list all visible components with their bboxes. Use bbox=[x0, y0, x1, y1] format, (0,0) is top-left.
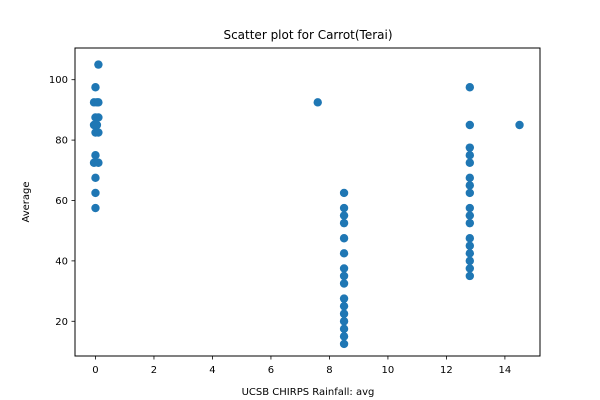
scatter-point bbox=[339, 324, 349, 334]
scatter-point bbox=[465, 158, 475, 167]
scatter-point bbox=[465, 264, 475, 273]
scatter-point bbox=[91, 188, 100, 198]
y-tick-label: 100 bbox=[49, 75, 68, 86]
scatter-point bbox=[339, 317, 349, 326]
scatter-point bbox=[515, 120, 524, 130]
scatter-point bbox=[92, 120, 102, 130]
scatter-point bbox=[339, 234, 349, 243]
scatter-point bbox=[465, 120, 475, 130]
x-tick-label: 6 bbox=[268, 365, 274, 376]
scatter-point bbox=[91, 173, 100, 183]
scatter-point bbox=[94, 158, 103, 167]
scatter-point bbox=[465, 256, 475, 266]
y-axis-label: Average bbox=[21, 181, 32, 222]
scatter-point bbox=[339, 339, 349, 349]
x-axis: 0 2 4 6 8 10 12 14 bbox=[92, 356, 511, 376]
scatter-point bbox=[91, 83, 100, 92]
scatter-point bbox=[313, 98, 322, 107]
scatter-point bbox=[339, 211, 349, 220]
scatter-point bbox=[465, 181, 475, 190]
scatter-point bbox=[339, 218, 349, 228]
scatter-point bbox=[465, 151, 475, 160]
scatter-point bbox=[465, 218, 475, 228]
scatter-point bbox=[339, 279, 349, 288]
x-axis-label: UCSB CHIRPS Rainfall: avg bbox=[242, 387, 375, 398]
scatter-point bbox=[339, 203, 349, 213]
scatter-point bbox=[339, 294, 349, 303]
scatter-point bbox=[339, 249, 349, 258]
y-tick-label: 60 bbox=[55, 196, 68, 207]
x-tick-label: 14 bbox=[499, 365, 512, 376]
scatter-point bbox=[465, 241, 475, 250]
scatter-point bbox=[339, 264, 349, 273]
scatter-point bbox=[465, 143, 475, 152]
scatter-point bbox=[339, 188, 349, 198]
y-tick-label: 20 bbox=[55, 317, 68, 328]
scatter-point bbox=[465, 234, 475, 243]
scatter-point bbox=[339, 301, 349, 311]
y-tick-label: 40 bbox=[55, 256, 68, 267]
scatter-point bbox=[94, 60, 103, 69]
scatter-point bbox=[91, 203, 100, 213]
scatter-point bbox=[465, 271, 475, 281]
scatter-point bbox=[465, 211, 475, 220]
scatter-point bbox=[94, 98, 103, 107]
x-tick-label: 2 bbox=[151, 365, 157, 376]
scatter-point bbox=[339, 332, 349, 341]
scatter-point bbox=[91, 151, 100, 160]
scatter-point bbox=[339, 271, 349, 281]
x-tick-label: 12 bbox=[440, 365, 453, 376]
chart-title: Scatter plot for Carrot(Terai) bbox=[223, 28, 392, 42]
x-tick-label: 8 bbox=[326, 365, 332, 376]
x-tick-label: 4 bbox=[209, 365, 215, 376]
points-layer bbox=[89, 60, 524, 349]
plot-frame bbox=[74, 47, 541, 357]
y-tick-label: 80 bbox=[55, 136, 68, 147]
scatter-point bbox=[339, 309, 349, 318]
scatter-point bbox=[94, 113, 103, 122]
scatter-point bbox=[465, 249, 475, 258]
scatter-point bbox=[465, 203, 475, 213]
scatter-point bbox=[465, 83, 475, 92]
scatter-point bbox=[465, 188, 475, 198]
scatter-point bbox=[465, 173, 475, 183]
x-tick-label: 0 bbox=[92, 365, 98, 376]
y-axis: 20 40 60 80 100 bbox=[49, 75, 75, 328]
x-tick-label: 10 bbox=[382, 365, 395, 376]
scatter-point bbox=[94, 128, 103, 137]
